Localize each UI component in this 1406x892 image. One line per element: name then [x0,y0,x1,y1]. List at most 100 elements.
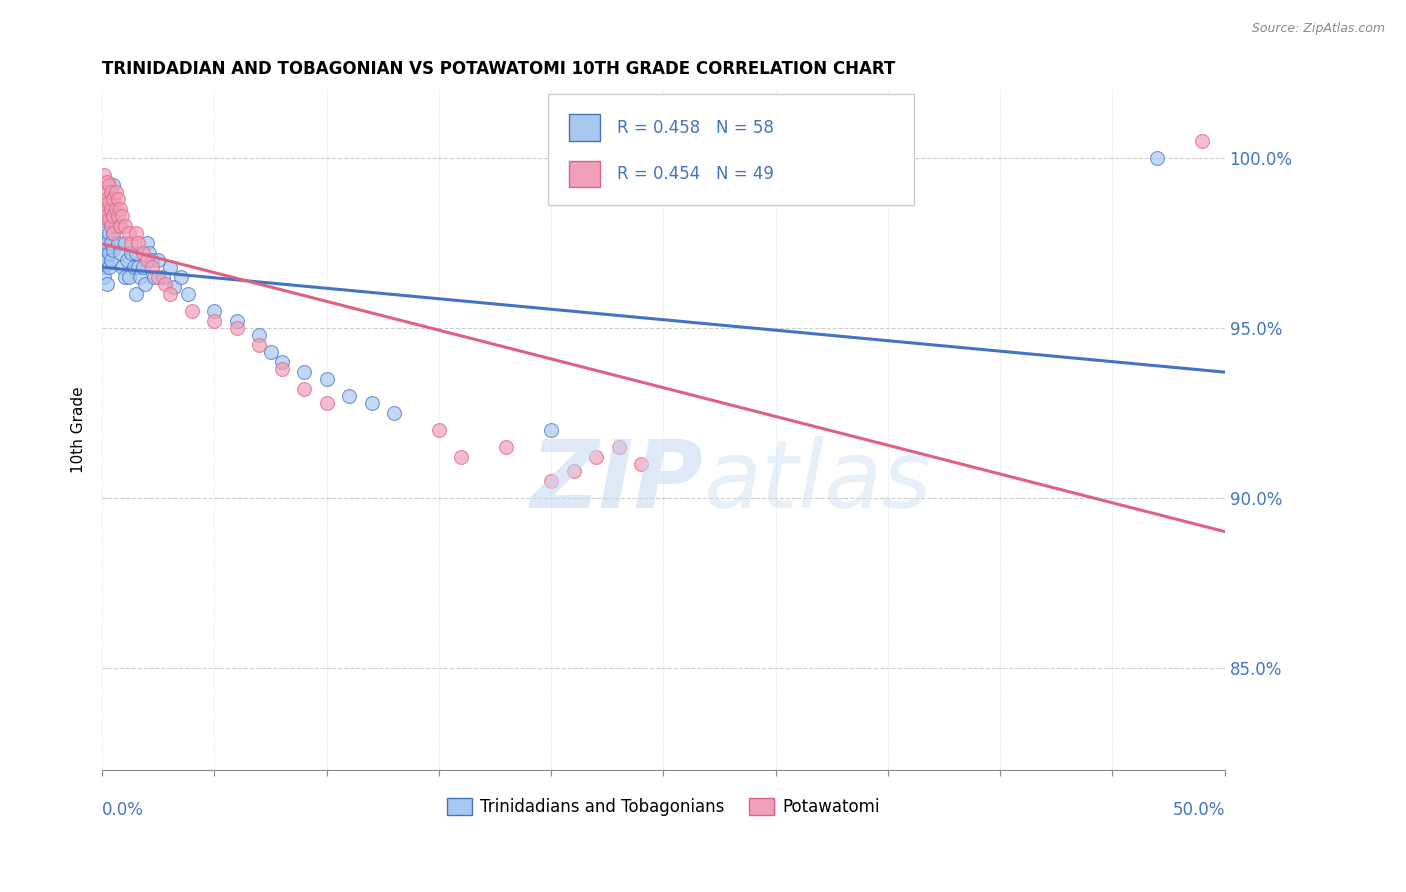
Point [97,226,120,240]
Point [96,236,118,251]
Point [100,212,122,227]
Point [153,277,176,291]
Point [585,450,607,465]
Point [96,277,118,291]
Point [100,253,122,268]
Point [360,396,382,410]
Point [103,178,125,193]
Point [93,202,115,217]
Point [315,372,337,386]
Point [134,277,156,291]
Point [630,457,652,471]
Point [125,287,148,301]
Point [382,406,405,420]
Point [96,209,118,223]
Point [100,192,122,206]
Point [103,209,125,223]
Point [152,270,174,285]
Point [138,246,160,260]
Point [125,246,148,260]
Point [148,253,170,268]
Point [100,219,122,234]
Point [129,270,152,285]
Point [97,202,120,217]
Point [107,236,129,251]
Point [103,243,125,257]
Point [118,270,141,285]
Point [125,226,148,240]
Point [141,253,163,268]
Point [247,328,270,343]
Point [97,195,120,210]
Point [93,260,115,274]
Point [103,226,125,240]
Point [607,440,630,454]
Point [93,270,115,285]
Point [96,212,118,227]
Point [131,260,153,274]
Point [108,246,131,260]
Point [103,226,125,240]
Point [159,260,181,274]
Point [93,246,115,260]
Point [104,202,127,217]
Point [141,260,163,274]
Point [114,236,136,251]
Point [1191,134,1213,148]
Point [120,236,142,251]
Text: atlas: atlas [703,436,931,527]
Point [103,192,125,206]
Point [427,423,450,437]
Point [104,219,127,234]
Point [247,338,270,352]
Point [159,287,181,301]
Point [337,389,360,403]
Point [292,382,315,396]
Point [170,270,193,285]
Point [176,287,198,301]
Point [115,253,138,268]
Point [100,236,122,251]
Point [127,236,149,251]
Point [122,260,145,274]
Text: R = 0.458   N = 58: R = 0.458 N = 58 [617,119,775,136]
Point [97,212,120,227]
Point [226,321,249,335]
Point [181,304,204,318]
Text: 0.0%: 0.0% [103,800,143,819]
Point [270,355,292,369]
Text: Source: ZipAtlas.com: Source: ZipAtlas.com [1251,22,1385,36]
Point [96,253,118,268]
Point [107,192,129,206]
Point [93,186,115,200]
Point [97,246,120,260]
Point [142,270,165,285]
Point [114,219,136,234]
Point [103,202,125,217]
Point [120,246,142,260]
Point [270,362,292,376]
Point [540,474,562,488]
Point [97,178,120,193]
Point [131,246,153,260]
Point [97,260,120,274]
Y-axis label: 10th Grade: 10th Grade [72,387,86,474]
Point [100,202,122,217]
Point [450,450,472,465]
Point [495,440,517,454]
Point [226,314,249,328]
Point [315,396,337,410]
Point [136,253,159,268]
Point [104,186,127,200]
Legend: Trinidadians and Tobagonians, Potawatomi: Trinidadians and Tobagonians, Potawatomi [440,791,887,822]
Point [163,280,186,294]
Point [96,175,118,189]
Point [204,314,226,328]
Point [107,209,129,223]
Text: R = 0.454   N = 49: R = 0.454 N = 49 [617,165,775,183]
Point [148,270,170,285]
Point [96,192,118,206]
Point [204,304,226,318]
Point [127,260,149,274]
Point [292,365,315,379]
